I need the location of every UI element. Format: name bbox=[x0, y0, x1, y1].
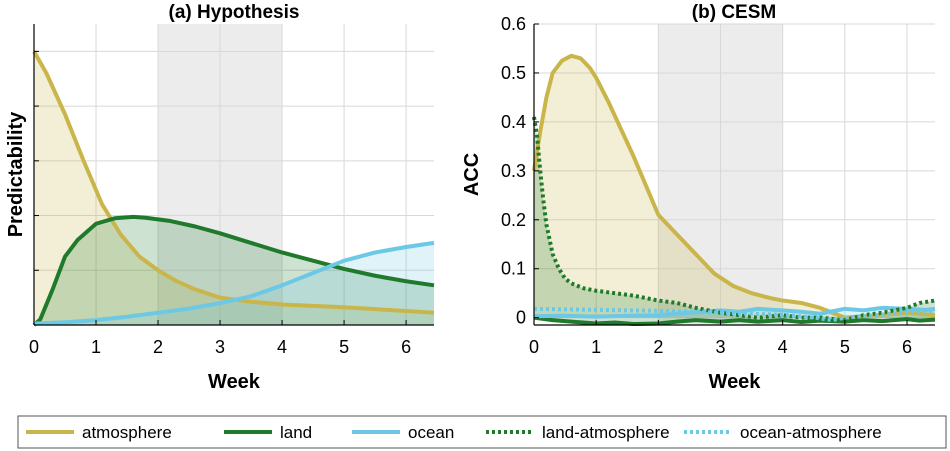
x-axis-label: Week bbox=[208, 371, 261, 393]
x-tick-label: 0 bbox=[29, 337, 39, 357]
chart-title: (b) CESM bbox=[692, 2, 776, 23]
series-line-land-atmosphere bbox=[532, 116, 936, 323]
series-fill-land-atmosphere bbox=[534, 116, 935, 321]
y-tick-label: 0.6 bbox=[501, 14, 526, 34]
legend-box bbox=[17, 415, 947, 449]
legend-label: ocean-atmosphere bbox=[740, 423, 882, 442]
y-tick-label: 0.1 bbox=[501, 259, 526, 279]
y-axis-label: Predictability bbox=[5, 111, 27, 237]
x-tick-label: 4 bbox=[277, 337, 287, 357]
x-tick-label: 1 bbox=[91, 337, 101, 357]
series-line-land bbox=[533, 315, 936, 327]
legend-label: atmosphere bbox=[82, 423, 172, 442]
series-fill-atmosphere bbox=[534, 55, 935, 318]
panel-hypothesis: 0 1 2 3 4 5 6 (a) Hypothesis Week Predictability bbox=[5, 2, 435, 393]
y-tick-label: 0 bbox=[516, 308, 526, 328]
x-tick-label: 4 bbox=[778, 337, 788, 357]
x-tick-label: 6 bbox=[401, 337, 411, 357]
x-tick-label: 2 bbox=[653, 337, 663, 357]
x-tick-label: 0 bbox=[529, 337, 539, 357]
panel-cesm: 0 1 2 3 4 5 6 0 0.1 0.2 0.3 0.4 0.5 0.6 (b) CESM Week AC… bbox=[461, 2, 936, 393]
series-line-ocean bbox=[533, 305, 936, 319]
series-line-land bbox=[32, 214, 435, 327]
y-tick-label: 0.5 bbox=[501, 63, 526, 83]
legend-label: ocean bbox=[408, 423, 454, 442]
series-line-atmosphere bbox=[32, 50, 435, 315]
y-axis-label: ACC bbox=[461, 153, 483, 196]
chart-title: (a) Hypothesis bbox=[169, 2, 300, 23]
legend-label: land bbox=[280, 423, 312, 442]
x-tick-label: 6 bbox=[902, 337, 912, 357]
series-fill-land bbox=[34, 216, 434, 325]
series-fill-atmosphere bbox=[34, 51, 434, 325]
legend-label: land-atmosphere bbox=[542, 423, 670, 442]
series-line-ocean bbox=[33, 240, 435, 326]
series-line-ocean-atmosphere bbox=[533, 306, 936, 323]
legend: atmosphere land ocean land-atmosphere ocean-… bbox=[17, 415, 947, 449]
y-tick-label: 0.3 bbox=[501, 161, 526, 181]
x-tick-label: 3 bbox=[215, 337, 225, 357]
x-tick-label: 5 bbox=[840, 337, 850, 357]
x-axis-label: Week bbox=[709, 371, 762, 393]
x-tick-label: 3 bbox=[716, 337, 726, 357]
series-fill-ocean bbox=[34, 242, 434, 325]
x-tick-label: 1 bbox=[591, 337, 601, 357]
series-line-atmosphere bbox=[532, 53, 936, 320]
x-tick-label: 5 bbox=[339, 337, 349, 357]
y-tick-label: 0.2 bbox=[501, 210, 526, 230]
y-tick-label: 0.4 bbox=[501, 112, 526, 132]
x-tick-label: 2 bbox=[153, 337, 163, 357]
